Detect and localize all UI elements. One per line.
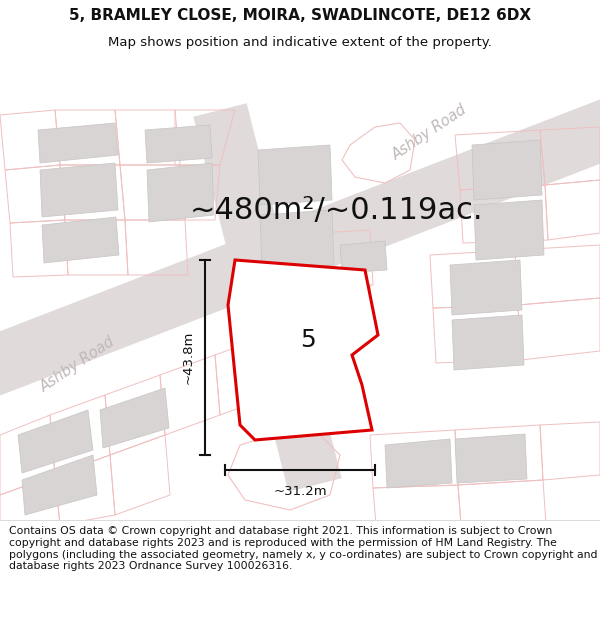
Polygon shape [193,103,341,492]
Text: Ashby Road: Ashby Road [38,334,118,396]
Polygon shape [38,123,118,163]
Polygon shape [40,163,118,217]
Polygon shape [145,125,212,163]
Polygon shape [0,92,600,403]
Text: 5: 5 [300,328,316,352]
Text: ~43.8m: ~43.8m [182,331,195,384]
Polygon shape [260,210,334,270]
Polygon shape [22,455,97,515]
Polygon shape [450,260,522,315]
Text: ~31.2m: ~31.2m [273,485,327,498]
Polygon shape [240,280,312,330]
Polygon shape [18,410,93,473]
Text: Contains OS data © Crown copyright and database right 2021. This information is : Contains OS data © Crown copyright and d… [9,526,598,571]
Polygon shape [455,434,527,483]
Polygon shape [452,315,524,370]
Text: Map shows position and indicative extent of the property.: Map shows position and indicative extent… [108,36,492,49]
Polygon shape [474,200,544,260]
Polygon shape [100,388,169,448]
Polygon shape [147,163,214,222]
Text: Ashby Road: Ashby Road [390,102,470,164]
Text: ~480m²/~0.119ac.: ~480m²/~0.119ac. [190,196,484,224]
Polygon shape [258,145,332,205]
Polygon shape [385,439,452,488]
Polygon shape [340,241,387,273]
Polygon shape [472,140,542,200]
Text: 5, BRAMLEY CLOSE, MOIRA, SWADLINCOTE, DE12 6DX: 5, BRAMLEY CLOSE, MOIRA, SWADLINCOTE, DE… [69,8,531,23]
Polygon shape [228,260,378,440]
Polygon shape [42,217,119,263]
Polygon shape [242,330,314,380]
